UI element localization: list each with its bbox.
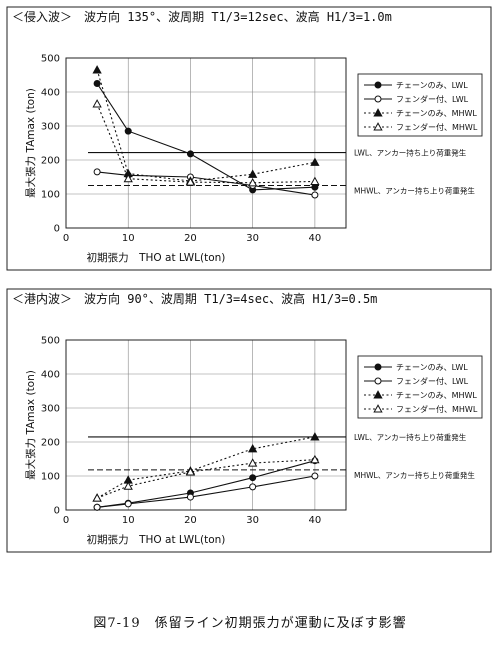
x-axis-label: 初期張力 THO at LWL(ton) (87, 251, 226, 264)
y-tick-label: 200 (41, 156, 60, 167)
data-point (311, 191, 319, 199)
y-tick-label: 200 (41, 438, 60, 449)
data-point (248, 169, 258, 178)
x-tick-label: 20 (184, 233, 197, 244)
series-line (96, 103, 315, 184)
y-tick-label: 400 (41, 370, 60, 381)
y-tick-label: 500 (41, 54, 60, 65)
legend-label: チェーンのみ、MHWL (396, 109, 477, 118)
y-tick-label: 100 (41, 190, 60, 201)
data-point (310, 157, 320, 166)
data-point (310, 454, 320, 464)
data-point (123, 173, 133, 183)
reference-line-label: LWL、アンカー持ち上り荷重発生 (354, 148, 467, 158)
x-tick-label: 40 (309, 515, 322, 526)
data-point (185, 177, 196, 186)
series-line (96, 436, 315, 499)
legend-label: フェンダー付、LWL (396, 94, 469, 104)
data-point (248, 458, 258, 467)
data-point (186, 493, 194, 501)
data-point (311, 472, 319, 480)
y-tick-label: 400 (41, 88, 60, 99)
y-tick-label: 500 (41, 336, 60, 347)
legend-marker (374, 95, 382, 103)
chart-frame (6, 6, 492, 271)
plot-area-border (65, 339, 347, 511)
data-point (249, 474, 257, 482)
reference-line-label: MHWL、アンカー持ち上り荷重発生 (354, 186, 475, 196)
y-tick-label: 0 (54, 224, 60, 235)
legend-label: チェーンのみ、LWL (396, 363, 468, 372)
legend-marker (373, 108, 383, 117)
legend-marker (374, 377, 382, 385)
x-axis-label: 初期張力 THO at LWL(ton) (87, 533, 226, 546)
y-axis-label: 最大張力 TAmax (ton) (24, 88, 37, 198)
plot-area-border (65, 57, 347, 229)
series-line (96, 459, 315, 499)
y-tick-label: 0 (54, 506, 60, 517)
legend-marker (374, 81, 382, 89)
chart-panel-harbor-wave: ＜港内波＞ 波方向 90°、波周期 T1/3=4sec、波高 H1/3=0.5m… (6, 288, 492, 553)
data-point (92, 65, 102, 74)
x-tick-label: 30 (246, 515, 259, 526)
series-line (96, 69, 315, 182)
chart-panel-intrusion-wave: ＜侵入波＞ 波方向 135°、波周期 T1/3=12sec、波高 H1/3=1.… (6, 6, 492, 271)
legend-label: チェーンのみ、MHWL (396, 391, 477, 400)
y-tick-label: 300 (41, 404, 60, 415)
data-point (248, 443, 258, 453)
data-point (124, 500, 132, 508)
chart-svg: 0 100 200 300 400 500 0 10 20 30 40 初期張力 THO at LWL… (6, 6, 492, 271)
x-tick-label: 40 (309, 233, 322, 244)
reference-line-label: MHWL、アンカー持ち上り荷重発生 (354, 470, 475, 480)
legend-label: チェーンのみ、LWL (396, 81, 468, 90)
x-tick-label: 10 (122, 233, 135, 244)
data-point (186, 150, 194, 158)
data-point (311, 183, 319, 191)
data-point (93, 168, 101, 176)
legend-marker (373, 390, 383, 399)
chart-header: ＜港内波＞ 波方向 90°、波周期 T1/3=4sec、波高 H1/3=0.5m (12, 292, 378, 306)
x-tick-label: 0 (63, 515, 69, 526)
data-point (185, 467, 196, 476)
data-point (124, 127, 132, 135)
legend-marker (374, 363, 382, 371)
chart-svg: 0 100 200 300 400 500 0 10 20 30 40 初期張力 THO at LWL… (6, 288, 492, 553)
reference-line-label: LWL、アンカー持ち上り荷重発生 (354, 432, 467, 442)
x-tick-label: 10 (122, 515, 135, 526)
figure-caption: 図7-19 係留ライン初期張力が運動に及ぼす影響 (93, 616, 407, 631)
data-point (310, 176, 320, 185)
chart-frame (6, 288, 492, 553)
legend-marker (373, 122, 383, 131)
data-point (92, 493, 102, 502)
x-tick-label: 0 (63, 233, 69, 244)
y-tick-label: 300 (41, 122, 60, 133)
data-point (249, 483, 257, 491)
x-tick-label: 30 (246, 233, 259, 244)
data-point (93, 503, 101, 511)
data-point (92, 99, 102, 108)
legend-label: フェンダー付、MHWL (396, 404, 478, 414)
legend-label: フェンダー付、MHWL (396, 122, 478, 132)
legend-marker (373, 404, 383, 413)
data-point (310, 432, 320, 441)
x-tick-label: 20 (184, 515, 197, 526)
legend-label: フェンダー付、LWL (396, 376, 469, 386)
y-axis-label: 最大張力 TAmax (ton) (24, 370, 37, 480)
y-tick-label: 100 (41, 472, 60, 483)
data-point (123, 481, 133, 490)
data-point (248, 177, 258, 187)
data-point (93, 80, 101, 87)
chart-header: ＜侵入波＞ 波方向 135°、波周期 T1/3=12sec、波高 H1/3=1.… (12, 10, 392, 24)
